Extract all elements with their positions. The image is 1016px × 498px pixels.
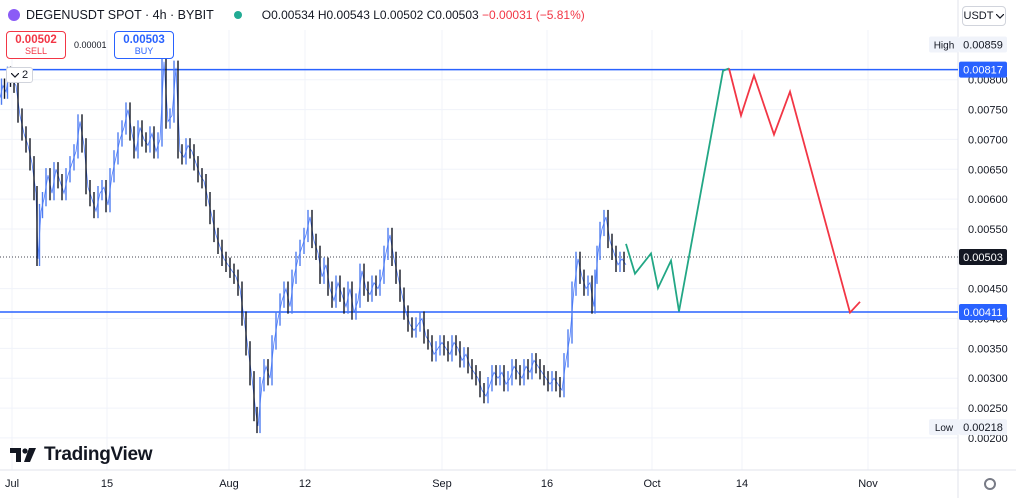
symbol-title[interactable]: DEGENUSDT SPOT · 4h · BYBIT [26, 8, 214, 22]
buy-price: 0.00503 [123, 34, 165, 46]
x-tick-label: 12 [299, 478, 311, 490]
sell-price: 0.00502 [15, 34, 57, 46]
x-tick-label: 14 [736, 478, 748, 490]
currency-selector[interactable]: USDT [962, 6, 1006, 26]
degen-coin-icon [8, 9, 20, 21]
x-tick-label: Oct [643, 478, 660, 490]
low-tag-label-bg [929, 419, 959, 436]
ohlc-open: O0.00534 [261, 8, 315, 22]
market-open-dot-icon [233, 11, 242, 19]
price-labels: High 0.00859 0.00817 0.00503 0.00411 Low 0.002… [929, 36, 1007, 436]
horizontal-lines[interactable] [0, 68, 958, 313]
buy-button[interactable]: 0.00503 BUY [114, 31, 174, 59]
y-tick-label: 0.00750 [968, 105, 1008, 117]
y-tick-label: 0.00250 [968, 403, 1008, 415]
resistance-price-label-bg [959, 61, 1007, 78]
drawings-toggle[interactable]: 2 [6, 67, 34, 83]
y-tick-label: 0.00800 [968, 75, 1008, 87]
x-tick-label: 16 [541, 478, 553, 490]
projection-up-path[interactable] [625, 67, 730, 312]
price-axis[interactable]: 0.00800 0.00750 0.00700 0.00650 0.00600 0.005… [968, 75, 1008, 445]
time-axis[interactable]: Jul 15 Aug 12 Sep 16 Oct 14 Nov [5, 478, 878, 490]
spread-value: 0.00001 [74, 40, 107, 50]
drawings-count: 2 [22, 69, 29, 81]
ohlc-change: −0.00031 (−5.81%) [482, 8, 585, 22]
buy-label: BUY [134, 46, 154, 56]
x-tick-label: 15 [101, 478, 113, 490]
y-tick-label: 0.00350 [968, 343, 1008, 355]
chevron-down-icon [11, 72, 19, 78]
y-tick-label: 0.00650 [968, 164, 1008, 176]
low-tag-label: Low [935, 423, 954, 434]
currency-label: USDT [963, 10, 994, 22]
high-tag-label-bg [929, 36, 959, 53]
low-price-label: 0.00218 [963, 422, 1003, 434]
sell-label: SELL [24, 46, 48, 56]
high-price-label-bg [959, 36, 1007, 53]
x-tick-label: Nov [858, 478, 878, 490]
x-tick-label: Jul [5, 478, 19, 490]
projection-path[interactable] [625, 67, 861, 315]
y-tick-label: 0.00700 [968, 134, 1008, 146]
x-tick-label: Aug [219, 478, 239, 490]
resistance-price-label: 0.00817 [963, 65, 1003, 77]
tradingview-logo[interactable]: TradingView [10, 444, 153, 466]
price-series [0, 54, 627, 434]
y-tick-label: 0.00600 [968, 194, 1008, 206]
y-tick-label: 0.00200 [968, 433, 1008, 445]
ohlc-low: L0.00502 [373, 8, 424, 22]
support-price-label-bg [959, 303, 1007, 320]
y-tick-label: 0.00300 [968, 373, 1008, 385]
tradingview-wordmark: TradingView [44, 444, 153, 465]
tradingview-mark-icon [10, 448, 36, 462]
projection-down-path[interactable] [728, 68, 861, 315]
high-price-label: 0.00859 [963, 40, 1003, 52]
y-tick-label: 0.00450 [968, 284, 1008, 296]
last-price-label-bg [959, 249, 1007, 266]
ohlc-readout: O0.00534 H0.00543 L0.00502 C0.00503 −0.0… [262, 8, 585, 22]
chart-header: DEGENUSDT SPOT · 4h · BYBIT O0.00534 H0.… [0, 0, 958, 30]
last-price-label: 0.00503 [963, 252, 1003, 264]
low-price-label-bg [959, 419, 1007, 436]
y-tick-label: 0.00550 [968, 224, 1008, 236]
ohlc-high: H0.00543 [317, 8, 370, 22]
chevron-down-icon [996, 13, 1005, 19]
x-tick-label: Sep [432, 478, 452, 490]
ohlc-close: C0.00503 [426, 8, 479, 22]
sell-button[interactable]: 0.00502 SELL [6, 31, 66, 59]
grid [0, 30, 958, 470]
support-price-label: 0.00411 [964, 307, 1003, 319]
high-tag-label: High [934, 41, 955, 52]
gear-icon[interactable] [984, 478, 996, 490]
